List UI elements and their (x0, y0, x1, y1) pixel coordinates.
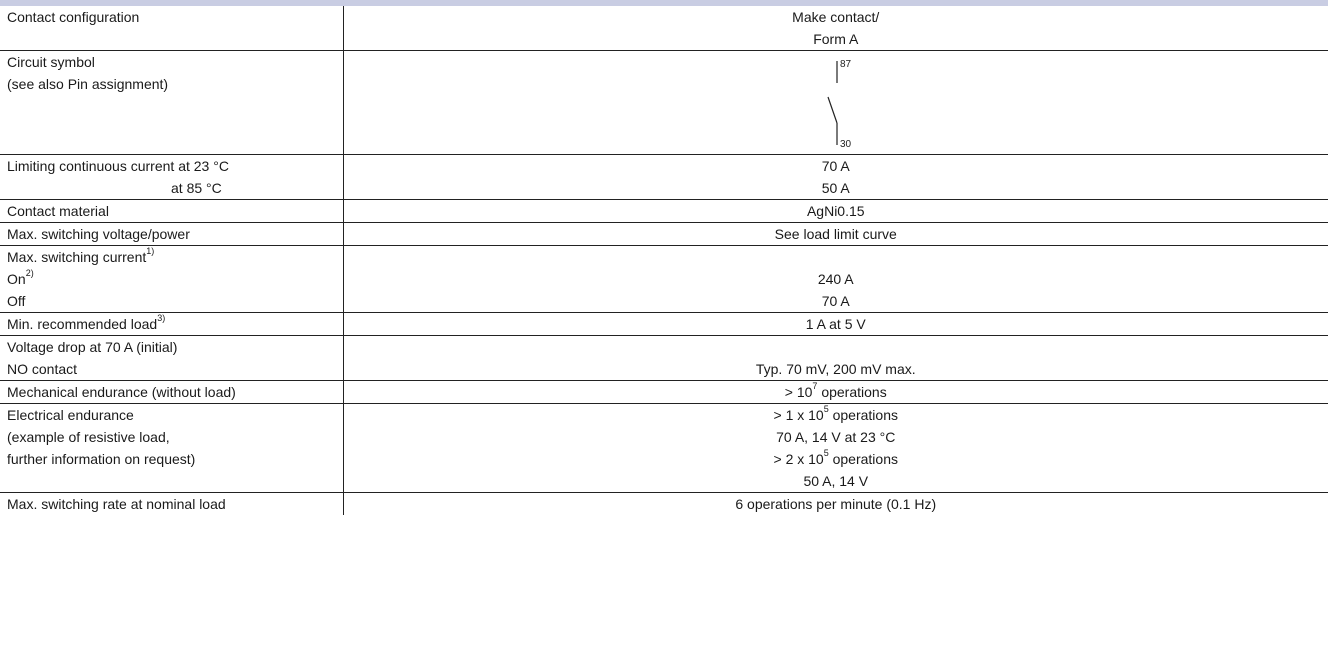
row-label: Limiting continuous current at 23 °C at … (0, 154, 343, 200)
row-label: Electrical endurance (example of resisti… (0, 403, 343, 493)
specification-table: Contact configuration Make contact/ Form… (0, 6, 1328, 515)
row-label: Circuit symbol (see also Pin assignment) (0, 50, 343, 155)
footnote-ref: 2) (25, 268, 34, 279)
make-contact-symbol-icon: 87 30 (827, 59, 852, 150)
row-label: Voltage drop at 70 A (initial) NO contac… (0, 335, 343, 381)
pin-87-label: 87 (840, 59, 852, 70)
row-value: Typ. 70 mV, 200 mV max. (342, 335, 1328, 381)
table-row-min-recommended-load: Min. recommended load3) 1 A at 5 V (0, 312, 1328, 336)
table-row-max-switching-current: Max. switching current1) On2) Off 240 A … (0, 245, 1328, 313)
row-label: Min. recommended load3) (0, 312, 343, 336)
row-value: 87 30 (342, 50, 1328, 155)
table-row-limiting-current: Limiting continuous current at 23 °C at … (0, 154, 1328, 200)
table-row-contact-configuration: Contact configuration Make contact/ Form… (0, 6, 1328, 51)
row-value: 1 A at 5 V (342, 312, 1328, 336)
row-value: 240 A 70 A (342, 245, 1328, 313)
table-row-max-switching-rate: Max. switching rate at nominal load 6 op… (0, 492, 1328, 515)
row-value: Make contact/ Form A (342, 6, 1328, 51)
table-row-mechanical-endurance: Mechanical endurance (without load) > 10… (0, 380, 1328, 404)
row-label: Contact configuration (0, 6, 343, 51)
table-row-circuit-symbol: Circuit symbol (see also Pin assignment)… (0, 50, 1328, 155)
table-row-electrical-endurance: Electrical endurance (example of resisti… (0, 403, 1328, 493)
pin-30-label: 30 (840, 139, 852, 150)
footnote-ref: 3) (157, 313, 166, 324)
row-label: Max. switching voltage/power (0, 222, 343, 246)
row-label: Contact material (0, 199, 343, 223)
table-row-contact-material: Contact material AgNi0.15 (0, 199, 1328, 223)
footnote-ref: 1) (146, 246, 155, 257)
row-value: > 1 x 105 operations 70 A, 14 V at 23 °C… (342, 403, 1328, 493)
row-label: Max. switching rate at nominal load (7, 496, 226, 512)
row-value: AgNi0.15 (342, 199, 1328, 223)
row-value: See load limit curve (342, 222, 1328, 246)
row-value: 6 operations per minute (0.1 Hz) (342, 492, 1328, 515)
table-row-voltage-drop: Voltage drop at 70 A (initial) NO contac… (0, 335, 1328, 381)
row-label: Max. switching current1) On2) Off (0, 245, 343, 313)
row-label: Mechanical endurance (without load) (0, 380, 343, 404)
header-rule (0, 0, 1328, 6)
row-value: > 107 operations (342, 380, 1328, 404)
table-row-max-voltage-power: Max. switching voltage/power See load li… (0, 222, 1328, 246)
row-value: 70 A 50 A (342, 154, 1328, 200)
